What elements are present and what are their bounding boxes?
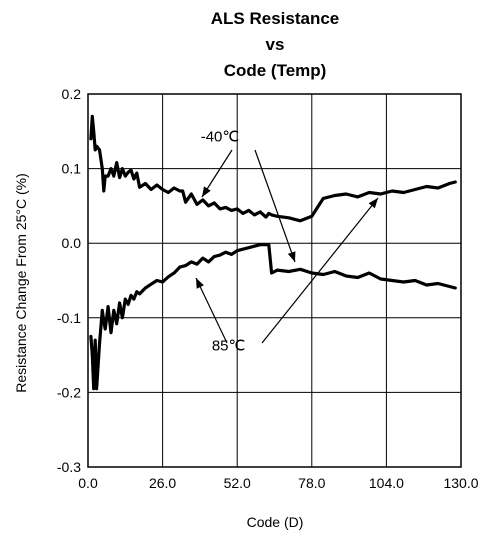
chart-title-line-3: Code (Temp) [224, 61, 327, 80]
y-tick-labels: -0.3 -0.2 -0.1 0.0 0.1 0.2 [57, 86, 81, 475]
x-tick-label-5: 130.0 [443, 475, 478, 491]
x-tick-label-1: 26.0 [149, 475, 176, 491]
x-axis-label: Code (D) [247, 514, 304, 530]
y-tick-label-2: -0.1 [57, 310, 81, 326]
y-tick-label-0: -0.3 [57, 459, 81, 475]
x-tick-label-0: 0.0 [78, 475, 98, 491]
series-group [89, 114, 457, 391]
y-tick-label-3: 0.0 [62, 235, 82, 251]
x-tick-labels: 0.0 26.0 52.0 78.0 104.0 130.0 [78, 475, 478, 491]
plot-frame [87, 93, 462, 468]
chart-title-line-1: ALS Resistance [211, 9, 340, 28]
series-line-1 [89, 243, 457, 391]
series-line-0 [89, 114, 457, 223]
x-tick-label-3: 78.0 [298, 475, 325, 491]
y-axis-label: Resistance Change From 25°C (%) [13, 173, 29, 393]
arrow-minus40c-to-lower-branch [201, 149, 233, 198]
arrow-85c-to-left-branch [195, 277, 228, 344]
arrow-85c-to-right-branch [261, 197, 379, 344]
y-tick-label-5: 0.2 [62, 86, 82, 102]
annotation-minus40c: -40℃ [201, 129, 240, 146]
y-tick-label-1: -0.2 [57, 384, 81, 400]
x-tick-label-4: 104.0 [369, 475, 404, 491]
chart-title-line-2: vs [266, 35, 285, 54]
arrow-minus40c-to-right-branch [254, 149, 296, 263]
y-tick-label-4: 0.1 [62, 161, 82, 177]
annotation-85c: 85℃ [212, 337, 246, 354]
x-tick-label-2: 52.0 [224, 475, 251, 491]
annotation-arrows [195, 149, 379, 344]
